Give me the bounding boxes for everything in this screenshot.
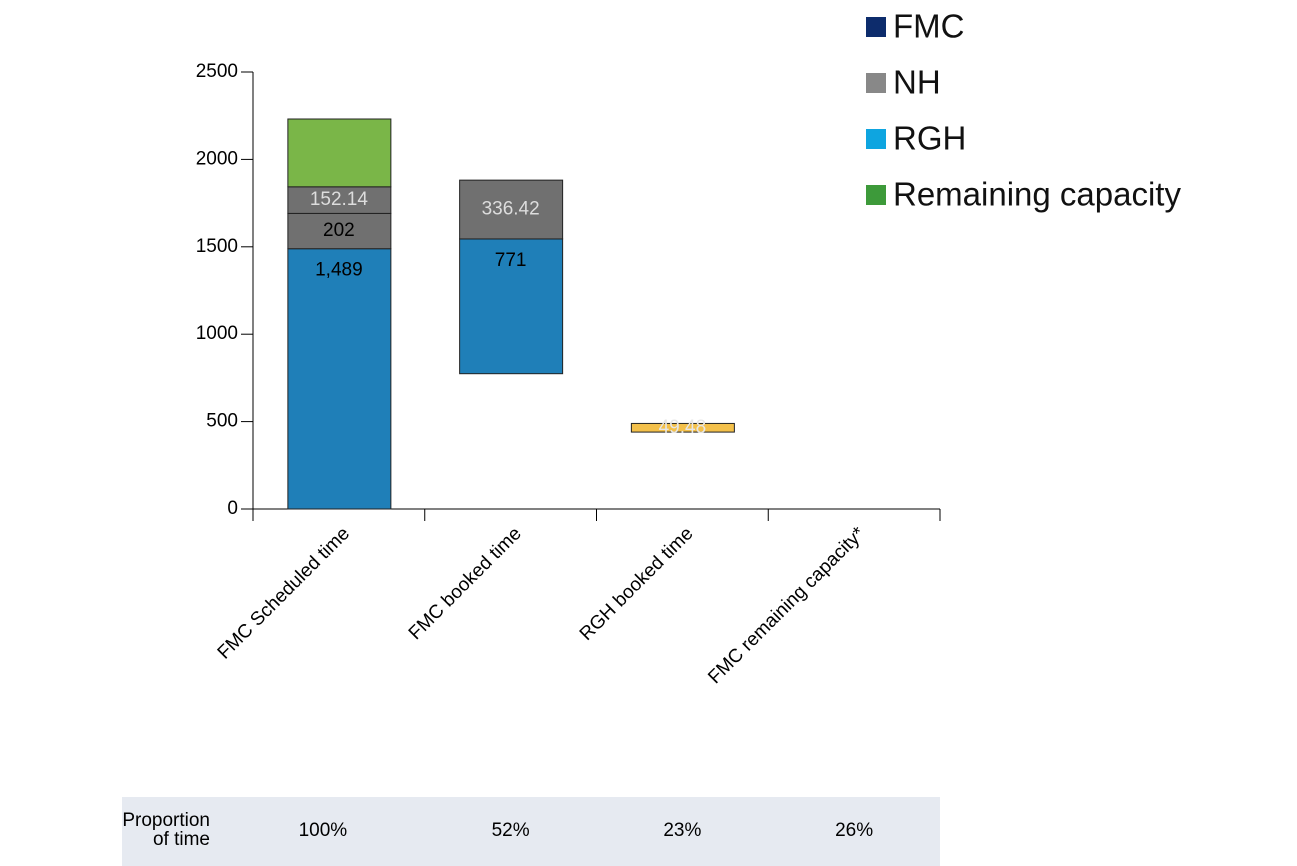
x-tick-label: FMC booked time [405, 523, 526, 644]
y-tick-label: 1000 [196, 323, 238, 344]
data-label: 49.48 [659, 417, 707, 438]
row-label: Proportion of time [122, 810, 210, 850]
legend-label: FMC [893, 8, 964, 45]
y-tick-label: 1500 [196, 236, 238, 257]
bar-segment [630, 422, 735, 433]
bar-segment [287, 248, 392, 510]
data-label: 202 [323, 220, 355, 241]
table-cell: 26% [835, 820, 874, 841]
chart: 0 500 1000 1500 2000 2500 FMC Scheduled time 1,… [196, 8, 1182, 688]
legend-label: NH [893, 64, 941, 101]
table-cell: 23% [663, 820, 702, 841]
x-tick-label: FMC remaining capacity* [704, 523, 869, 688]
y-tick-label: 0 [227, 498, 238, 519]
legend-label: RGH [893, 120, 966, 157]
y-tick-label: 500 [206, 411, 238, 432]
legend-swatch [866, 73, 886, 93]
y-tick-label: 2500 [196, 61, 238, 82]
legend-swatch [866, 129, 886, 149]
bar-segment [459, 179, 564, 240]
legend-swatch [866, 17, 886, 37]
bar-segment [287, 186, 392, 214]
proportion-table: Proportion of time 100% 52% 23% 26% [122, 797, 940, 866]
bar-segment [287, 118, 392, 188]
x-tick-label: FMC Scheduled time [214, 523, 354, 663]
legend-label: Remaining capacity [893, 176, 1181, 213]
table-cell: 100% [298, 820, 348, 841]
data-label: 152.14 [310, 189, 369, 210]
data-label: 1,489 [315, 260, 363, 281]
legend-swatch [866, 185, 886, 205]
bar-segment [459, 238, 564, 375]
data-label: 771 [495, 250, 527, 271]
table-cell: 52% [491, 820, 530, 841]
x-tick-label: RGH booked time [576, 523, 698, 645]
y-tick-label: 2000 [196, 148, 238, 169]
data-label: 336.42 [482, 199, 540, 220]
bar-segment [287, 212, 392, 250]
